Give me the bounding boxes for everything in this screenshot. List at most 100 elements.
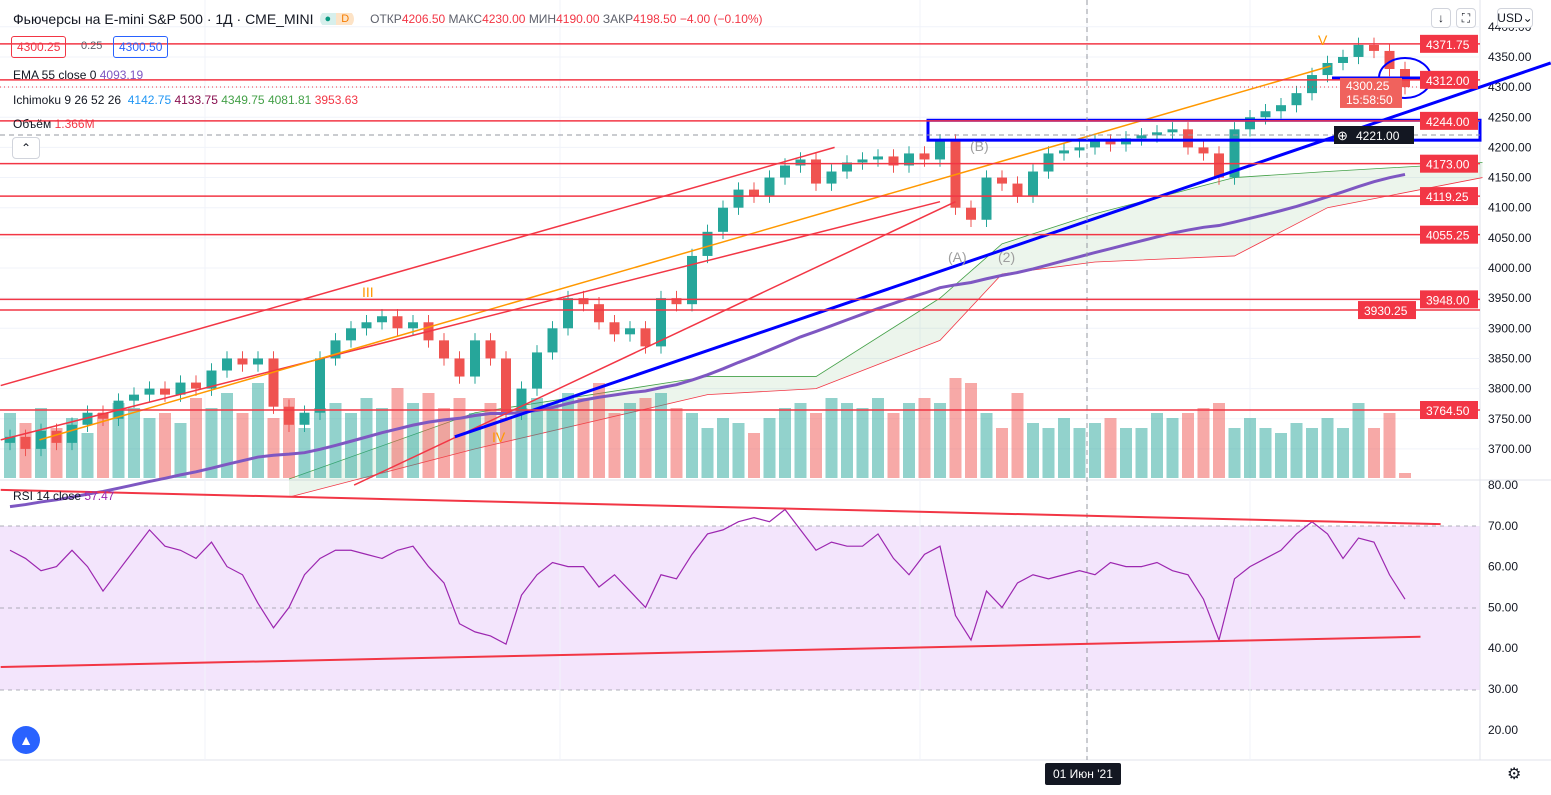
volume-bar (1058, 418, 1070, 478)
candle (377, 316, 387, 323)
buy-button[interactable]: 4300.50 (113, 36, 169, 58)
currency-select[interactable]: USD ⌄ (1497, 8, 1533, 28)
volume-bar (531, 398, 543, 478)
ichimoku-legend[interactable]: Ichimoku 9 26 52 26 4142.75 4133.75 4349… (13, 93, 359, 107)
level-price-tag (1420, 70, 1478, 89)
candle (284, 406, 294, 425)
scroll-down-icon[interactable]: ↓ (1431, 8, 1451, 28)
candle (346, 328, 356, 341)
ichimoku-span-b (288, 177, 1483, 498)
fullscreen-icon[interactable]: ⛶ (1456, 8, 1476, 28)
rsi-trendline (0, 635, 1421, 668)
candle (935, 141, 945, 160)
volume-bar (1228, 428, 1241, 478)
volume-bar (965, 383, 977, 478)
candle (811, 159, 821, 184)
volume-bar (717, 418, 729, 478)
candle (656, 298, 666, 347)
volume-bar (856, 408, 869, 478)
settings-gear-icon[interactable]: ⚙ (1507, 766, 1522, 783)
volume-bar (763, 418, 776, 478)
candle (1229, 129, 1240, 178)
volume-bar (1383, 413, 1396, 478)
price-tick-label: 4100.00 (1488, 201, 1532, 215)
volume-bar (1011, 393, 1024, 478)
crosshair-price-tag (1334, 126, 1414, 144)
volume-bar (872, 398, 884, 478)
level-price-tag (1420, 111, 1478, 130)
price-tick-label: 4000.00 (1488, 261, 1532, 275)
candle (160, 388, 170, 395)
candle (1384, 50, 1395, 70)
level-price-label: 4173.00 (1426, 158, 1470, 172)
volume-bar (918, 398, 931, 478)
candle (501, 358, 511, 413)
volume-bar (655, 393, 667, 478)
volume-bar (469, 413, 481, 478)
volume-bar (1244, 418, 1256, 478)
candle (1276, 105, 1286, 112)
ema-legend[interactable]: EMA 55 close 0 4093.19 (13, 68, 144, 82)
price-tick-label: 4350.00 (1488, 50, 1532, 64)
volume-bar (887, 413, 900, 478)
candle (454, 358, 465, 377)
ema-line (9, 172, 1406, 509)
price-tick-label: 4250.00 (1488, 110, 1532, 124)
volume-bar (422, 393, 435, 478)
wave-label: V (1318, 32, 1328, 48)
symbol-title[interactable]: Фьючерсы на E-mini S&P 500 · 1Д · CME_MI… (13, 11, 314, 27)
candle (439, 340, 449, 359)
wave-label: IV (492, 429, 506, 445)
level-price-tag (1420, 290, 1478, 309)
rsi-trendline (0, 488, 1441, 526)
level-price-tag (1420, 187, 1478, 206)
wave-label: III (362, 284, 374, 300)
volume-bar (407, 403, 419, 478)
candle (408, 322, 418, 329)
candle (671, 298, 682, 305)
candle (764, 177, 775, 196)
tradingview-logo-icon[interactable]: ▲ (12, 726, 40, 754)
candle (1090, 141, 1100, 148)
volume-bar (1104, 418, 1117, 478)
candle (5, 436, 15, 443)
volume-bar (205, 408, 218, 478)
level-price-label: 4244.00 (1426, 115, 1470, 129)
candle (237, 358, 248, 365)
volume-bar (143, 418, 156, 478)
candle (1353, 44, 1364, 57)
add-alert-plus-icon: ⊕ (1337, 128, 1348, 143)
rsi-legend[interactable]: RSI 14 close 57.47 (13, 489, 115, 503)
trendline (39, 65, 1331, 441)
volume-bar (1337, 428, 1349, 478)
candle (1105, 141, 1116, 145)
candle (485, 340, 496, 359)
candle (919, 153, 930, 160)
candle (1136, 135, 1147, 139)
candle (1028, 171, 1038, 196)
candle (361, 322, 372, 329)
sell-button[interactable]: 4300.25 (11, 36, 67, 58)
volume-bar (1135, 428, 1148, 478)
current-price-label: 4300.25 (1346, 79, 1390, 93)
volume-bar (1352, 403, 1365, 478)
volume-bar (112, 403, 125, 478)
level-price-tag (1358, 301, 1416, 320)
collapse-legend-button[interactable]: ⌃ (12, 137, 40, 159)
volume-bar (1182, 413, 1194, 478)
volume-bar (639, 398, 652, 478)
candle (609, 322, 620, 335)
volume-bar (624, 403, 636, 478)
candle (330, 340, 341, 359)
volume-bar (81, 433, 94, 478)
rsi-tick-label: 30.00 (1488, 682, 1518, 696)
volume-bar (1089, 423, 1101, 478)
volume-bar (686, 413, 698, 478)
candle (206, 370, 217, 389)
level-price-tag (1420, 154, 1478, 173)
candle (82, 412, 93, 425)
volume-bar (1306, 428, 1318, 478)
volume-legend[interactable]: Объём 1.366M (13, 117, 95, 131)
candle (795, 159, 806, 166)
